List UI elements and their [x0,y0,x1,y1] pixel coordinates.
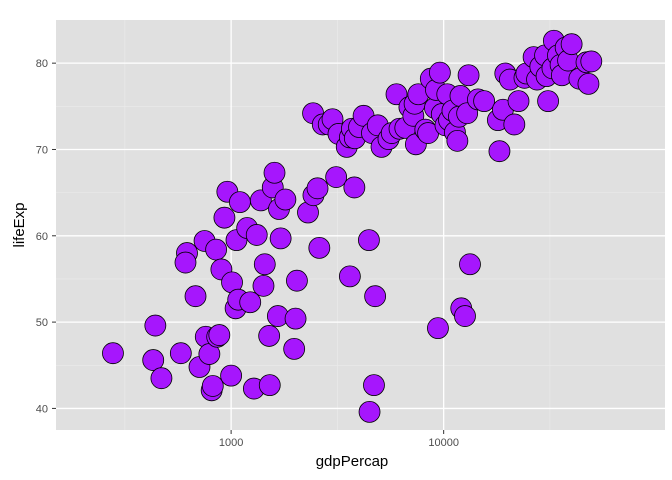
data-point [358,400,381,423]
x-tick-label: 1000 [219,437,243,449]
data-point [269,227,292,250]
y-axis-ticks: 40 50 60 70 80 [36,58,56,415]
y-tick-label: 80 [36,58,48,70]
data-point [560,33,583,56]
data-point [174,251,197,274]
data-point [252,274,275,297]
data-point [283,337,306,360]
data-point [245,224,268,246]
data-point [258,374,281,397]
data-point [286,269,308,292]
data-point [428,61,451,84]
data-point [325,166,348,188]
data-point [284,307,307,330]
data-point [102,342,124,365]
data-point [577,72,600,95]
x-axis-title: gdpPercap [316,453,389,470]
data-point [184,285,207,308]
x-axis-ticks: 1000 10000 [219,430,459,449]
data-point [308,236,331,259]
data-point [459,253,481,276]
data-point [239,291,262,314]
data-point [358,229,380,252]
data-point [229,191,251,214]
y-tick-label: 50 [36,317,48,329]
data-point [363,374,385,397]
data-point [169,342,192,365]
data-point [258,325,281,347]
data-point [208,324,231,346]
data-point [537,90,559,113]
data-point [306,177,329,200]
data-point [263,161,286,184]
data-point [142,349,165,371]
data-point [150,367,173,390]
data-point [144,314,167,337]
data-point [503,113,526,136]
data-point [507,90,530,113]
y-axis-title: lifeExp [11,202,28,247]
data-point [253,253,276,276]
data-point [213,206,236,229]
data-point [446,129,469,152]
data-point [220,364,243,387]
data-point [580,50,603,73]
y-tick-label: 40 [36,403,48,415]
data-point [338,265,361,288]
data-point [488,140,511,163]
data-point [427,317,449,340]
data-point [201,375,224,397]
data-point [457,64,480,87]
y-tick-label: 60 [36,231,48,243]
data-point [454,305,476,327]
data-point [473,90,496,113]
data-point [364,285,387,308]
data-point [205,238,228,261]
data-point [274,188,297,211]
data-points [102,29,603,423]
data-point [343,176,366,199]
y-tick-label: 70 [36,144,48,156]
x-tick-label: 10000 [428,437,459,449]
